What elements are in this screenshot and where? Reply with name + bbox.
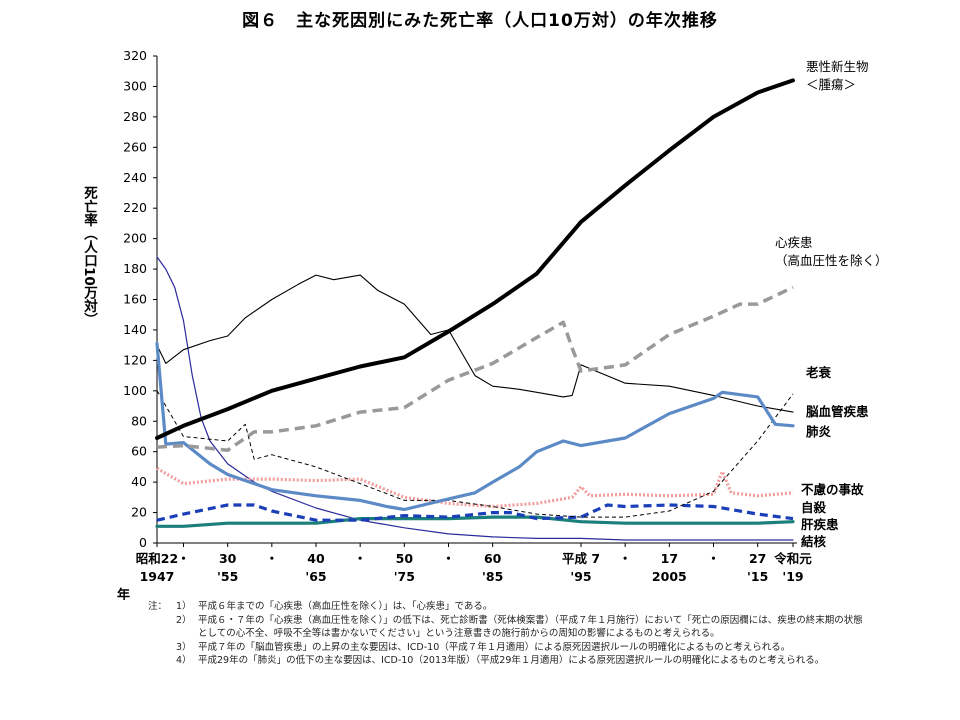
y-tick-label: 240	[123, 170, 147, 185]
x-tick-label-top: ・	[619, 551, 632, 566]
x-tick-label-top: 30	[219, 551, 237, 566]
y-tick-label: 180	[123, 261, 147, 276]
y-tick-label: 40	[131, 474, 147, 489]
footnote-number: 4）	[176, 655, 192, 666]
y-tick-label: 200	[123, 231, 147, 246]
x-tick-label-top: 令和元	[773, 551, 812, 566]
x-tick-label-bottom: '15	[747, 569, 768, 584]
y-tick-label: 160	[123, 292, 147, 307]
y-tick-label: 220	[123, 200, 147, 215]
footnote-item: 注： 1） 平成６年までの「心疾患（高血圧性を除く）」は、「心疾患」である。	[148, 600, 868, 614]
x-tick-label-top: 昭和22	[136, 551, 178, 566]
chart-title: 図６ 主な死因別にみた死亡率（人口10万対）の年次推移	[242, 11, 718, 31]
line-chart: 0 20 40 60 80 100 120 140 160 180 200 220 240 260 280 3…	[81, 48, 888, 600]
x-tick-label-top: ・	[266, 551, 279, 566]
series-line-8	[156, 256, 794, 541]
series-labels: 悪性新生物 ＜腫瘍＞ 心疾患 （高血圧性を除く） 老衰脳血管疾患肺炎不慮の事故自殺肝疾患…	[775, 59, 888, 549]
series-line-3	[156, 274, 794, 413]
series-line-4	[155, 342, 795, 512]
footnote-head	[148, 654, 176, 668]
y-tick-label: 20	[131, 505, 147, 520]
footnote-item: 4） 平成29年の「肺炎」の低下の主な要因は、ICD-10（2013年版）（平成2…	[148, 654, 868, 668]
series-label: ＜腫瘍＞	[806, 77, 856, 92]
series-line-2	[156, 390, 794, 518]
x-tick-label-top: ・	[354, 551, 367, 566]
y-tick-label: 140	[123, 322, 147, 337]
x-tick-label-top: 40	[307, 551, 325, 566]
series-line-1	[156, 285, 794, 452]
x-tick-label-top: ・	[442, 551, 455, 566]
x-tick-label-bottom: '95	[570, 569, 591, 584]
series-label: 肺炎	[806, 424, 832, 439]
x-tick-label-top: ・	[177, 551, 190, 566]
series-line-0	[155, 78, 795, 440]
y-tick-label: 300	[123, 78, 147, 93]
y-tick-label: 120	[123, 352, 147, 367]
y-tick-label: 0	[139, 535, 147, 550]
series-label: 自殺	[801, 500, 827, 515]
footnote-text: 平成６・７年の「心疾患（高血圧性を除く）」の低下は、死亡診断書（死体検案書）（平…	[198, 614, 863, 640]
footnote-text: 平成29年の「肺炎」の低下の主な要因は、ICD-10（2013年版）（平成29年…	[198, 655, 825, 666]
series-label: 老衰	[805, 365, 832, 380]
series-label: 心疾患	[775, 235, 813, 250]
x-tick-label-top: ・	[707, 551, 720, 566]
x-tick-label-top: 平成 7	[562, 551, 600, 566]
series-line-7	[155, 515, 795, 528]
footnote-number: 1）	[176, 601, 192, 612]
series-layer	[155, 78, 795, 541]
footnote-item: 3） 平成７年の「脳血管疾患」の上昇の主な要因は、ICD-10（平成７年１月適用）…	[148, 641, 868, 655]
x-axis-label: 年	[117, 587, 130, 600]
series-label: （高血圧性を除く）	[775, 253, 888, 268]
footnote-text: 平成６年までの「心疾患（高血圧性を除く）」は、「心疾患」である。	[198, 601, 493, 612]
y-tick-label: 320	[123, 48, 147, 63]
footnote-text: 平成７年の「脳血管疾患」の上昇の主な要因は、ICD-10（平成７年１月適用）によ…	[198, 641, 791, 653]
footnote-head: 注：	[148, 601, 168, 612]
series-label: 悪性新生物	[806, 59, 869, 74]
footnote-number: 2）	[176, 614, 192, 626]
footnotes: 注： 1） 平成６年までの「心疾患（高血圧性を除く）」は、「心疾患」である。 2） 平成…	[148, 600, 868, 668]
x-tick-label-bottom: 2005	[652, 569, 687, 584]
x-tick-label-top: 50	[396, 551, 414, 566]
x-tick-label-bottom: '55	[217, 569, 238, 584]
x-tick-label-bottom: '19	[782, 569, 803, 584]
series-label: 不慮の事故	[801, 482, 864, 497]
y-tick-label: 100	[123, 383, 147, 398]
x-tick-label-bottom: 1947	[140, 569, 175, 584]
footnote-head	[148, 614, 176, 641]
chart-axes: 0 20 40 60 80 100 120 140 160 180 200 220 240 260 280 3…	[81, 48, 812, 600]
x-tick-label-bottom: '85	[482, 569, 503, 584]
footnote-item: 2） 平成６・７年の「心疾患（高血圧性を除く）」の低下は、死亡診断書（死体検案書）…	[148, 614, 868, 641]
y-tick-label: 260	[123, 139, 147, 154]
series-line-5	[156, 467, 794, 509]
footnote-head	[148, 641, 176, 655]
y-axis-label: 死亡率（人口10万対）	[81, 186, 99, 326]
x-tick-label-bottom: '75	[394, 569, 415, 584]
x-tick-label-top: 17	[661, 551, 678, 566]
y-tick-label: 60	[131, 444, 147, 459]
series-label: 脳血管疾患	[806, 404, 869, 419]
y-tick-label: 80	[131, 413, 147, 428]
footnote-number: 3）	[176, 641, 192, 653]
series-label: 肝疾患	[801, 517, 839, 532]
x-tick-label-top: 27	[749, 551, 766, 566]
x-tick-label-top: 60	[484, 551, 502, 566]
x-tick-label-bottom: '65	[305, 569, 326, 584]
series-label: 結核	[801, 534, 827, 549]
y-tick-label: 280	[123, 109, 147, 124]
